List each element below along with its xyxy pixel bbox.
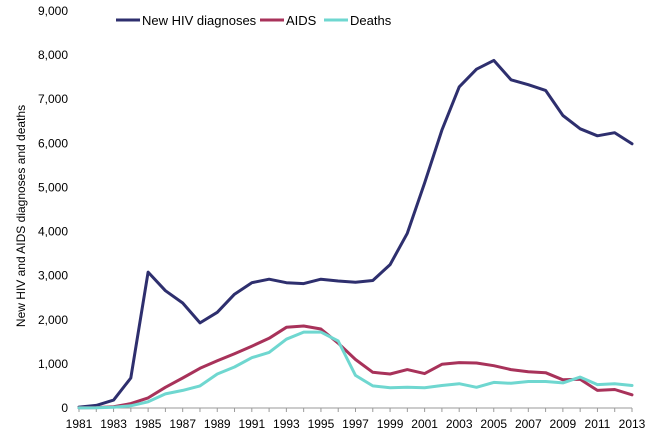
x-tick-label: 2011 — [585, 417, 611, 431]
x-tick-label: 1997 — [342, 417, 369, 431]
series-lines — [77, 58, 634, 410]
x-tick-label: 2001 — [411, 417, 438, 431]
x-tick-label: 2007 — [515, 417, 542, 431]
y-tick-label: 1,000 — [38, 357, 68, 371]
y-tick-labels: 0 1,000 2,000 3,000 4,000 5,000 6,000 7,000 8,00… — [38, 4, 68, 415]
x-tick-label: 2003 — [446, 417, 473, 431]
legend: New HIV diagnoses AIDS Deaths — [116, 13, 392, 28]
x-tick-label: 1989 — [204, 417, 231, 431]
x-tick-label: 1995 — [308, 417, 335, 431]
chart-axes — [78, 407, 633, 412]
y-tick-label: 0 — [61, 401, 68, 415]
x-tick-label: 1991 — [238, 417, 265, 431]
y-axis-label: New HIV and AIDS diagnoses and deaths — [14, 105, 28, 327]
y-tick-label: 5,000 — [38, 180, 68, 194]
y-tick-label: 2,000 — [38, 313, 68, 327]
series-line-new-hiv-diagnoses — [77, 58, 634, 409]
y-tick-label: 7,000 — [38, 92, 68, 106]
legend-label: AIDS — [286, 13, 317, 28]
legend-label: Deaths — [350, 13, 392, 28]
y-tick-label: 3,000 — [38, 269, 68, 283]
x-tick-label: 1987 — [169, 417, 196, 431]
x-tick-label: 1985 — [135, 417, 162, 431]
x-tick-label: 1983 — [100, 417, 127, 431]
x-tick-label: 1993 — [273, 417, 300, 431]
y-tick-label: 9,000 — [38, 4, 68, 18]
x-tick-labels: 1981 1983 1985 1987 1989 1991 1993 1995 1997 1999… — [66, 417, 646, 431]
series-line-aids — [77, 324, 634, 410]
x-tick-label: 2009 — [550, 417, 577, 431]
x-tick-label: 2013 — [619, 417, 646, 431]
legend-label: New HIV diagnoses — [142, 13, 257, 28]
series-line-deaths — [77, 330, 634, 410]
x-tick-label: 2005 — [480, 417, 507, 431]
y-tick-label: 6,000 — [38, 136, 68, 150]
y-tick-label: 4,000 — [38, 225, 68, 239]
y-tick-label: 8,000 — [38, 48, 68, 62]
x-tick-label: 1981 — [66, 417, 93, 431]
x-tick-label: 1999 — [377, 417, 404, 431]
